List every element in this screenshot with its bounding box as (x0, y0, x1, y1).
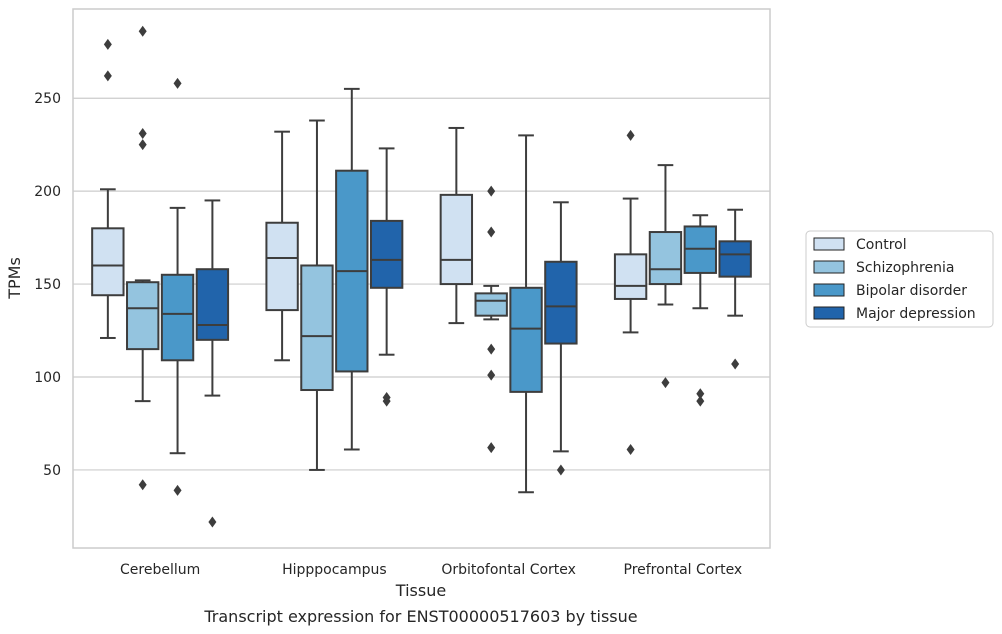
box (126, 281, 160, 351)
box-0-1 (126, 25, 160, 491)
box-3-2 (683, 214, 717, 407)
box-2-1 (474, 185, 508, 454)
box (613, 253, 648, 300)
outlier-point (696, 395, 705, 407)
outlier-point (487, 343, 496, 355)
box-0-2 (160, 77, 195, 496)
box-1-2 (335, 87, 369, 451)
x-axis-label: Tissue (395, 581, 446, 600)
box (648, 231, 683, 286)
box (160, 273, 195, 362)
outlier-point (138, 479, 147, 491)
legend-frame (805, 230, 994, 328)
legend-label: Control (856, 237, 907, 253)
x-tick-label: Prefrontal Cortex (624, 562, 743, 578)
box-1-3 (369, 147, 404, 407)
outlier-point (382, 391, 391, 403)
outlier-point (626, 129, 635, 141)
y-tick-label: 150 (34, 277, 61, 293)
x-tick-label: Hipppocampus (282, 562, 387, 578)
legend-swatch (813, 283, 845, 297)
x-tick-label: Cerebellum (120, 562, 200, 578)
y-axis-label: TPMs (5, 257, 24, 300)
y-tick-label: 250 (34, 91, 61, 107)
legend-label: Schizophrenia (856, 260, 954, 276)
outlier-point (696, 388, 705, 400)
box-1-1 (300, 119, 334, 471)
y-tick-labels: 50 100 150 200 250 (34, 91, 61, 479)
box-groups (91, 25, 752, 528)
outlier-point (138, 139, 147, 151)
legend: Control Schizophrenia Bipolar disorder Majo… (805, 230, 994, 328)
outlier-point (487, 369, 496, 381)
legend-swatch (813, 260, 845, 274)
box-3-0 (613, 129, 648, 455)
x-tick-labels: Cerebellum Hipppocampus Orbitofontal Corte… (120, 562, 742, 578)
box (718, 240, 752, 278)
y-tick-label: 50 (43, 463, 61, 479)
box-3-1 (648, 164, 683, 389)
box-3-3 (718, 208, 752, 370)
box (91, 227, 125, 297)
box (300, 264, 334, 392)
box (195, 268, 230, 341)
box (509, 286, 543, 393)
legend-label: Bipolar disorder (856, 283, 967, 299)
chart-title: Transcript expression for ENST0000051760… (203, 607, 637, 626)
legend-label: Major depression (856, 306, 976, 322)
outlier-point (556, 464, 565, 476)
box (265, 221, 299, 312)
outlier-point (173, 484, 182, 496)
outlier-point (208, 516, 217, 528)
outlier-point (731, 358, 740, 370)
box-1-0 (265, 130, 299, 362)
legend-swatch (813, 306, 845, 320)
y-tick-label: 200 (34, 184, 61, 200)
box-2-2 (509, 134, 543, 494)
outlier-point (661, 377, 670, 389)
box (369, 219, 404, 289)
box-2-0 (439, 126, 474, 325)
outlier-point (138, 25, 147, 37)
box (474, 292, 508, 317)
legend-swatch (813, 237, 845, 251)
outlier-point (487, 442, 496, 454)
outlier-point (173, 77, 182, 89)
box (439, 193, 474, 286)
box-2-3 (544, 201, 578, 476)
box-0-3 (195, 199, 230, 528)
outlier-point (626, 443, 635, 455)
outlier-point (487, 185, 496, 197)
outlier-point (103, 70, 112, 82)
y-tick-label: 100 (34, 370, 61, 386)
outlier-point (487, 226, 496, 238)
x-tick-label: Orbitofontal Cortex (441, 562, 576, 578)
outlier-point (138, 128, 147, 140)
box (544, 260, 578, 345)
outlier-point (103, 38, 112, 50)
box-0-0 (91, 38, 125, 339)
